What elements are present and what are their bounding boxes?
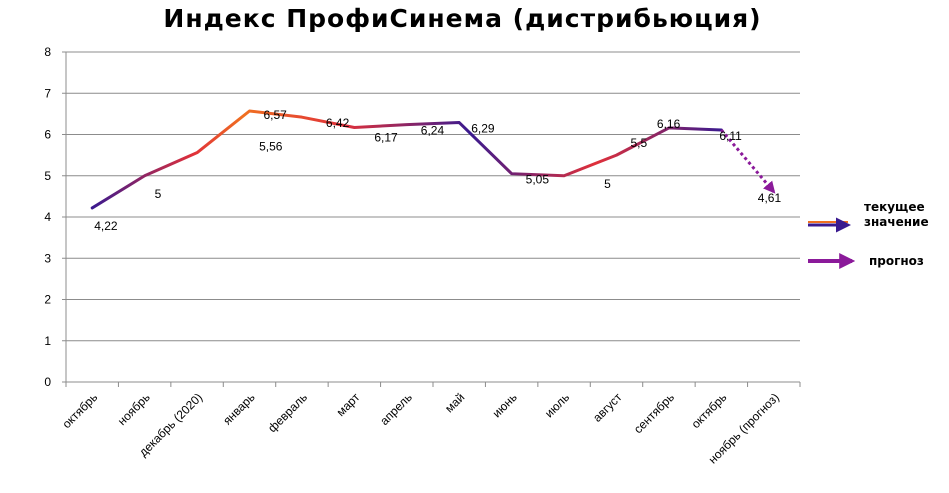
- data-label: 6,57: [264, 108, 288, 122]
- y-tick-label: 5: [44, 169, 51, 183]
- y-tick-label: 3: [44, 251, 51, 265]
- x-tick-label: октябрь: [689, 390, 730, 431]
- data-label: 4,22: [94, 219, 118, 233]
- x-tick-label: сентябрь: [631, 390, 677, 436]
- series-line-forecast: [720, 128, 776, 194]
- x-tick-label: март: [334, 390, 363, 419]
- x-tick-label: август: [590, 390, 625, 425]
- x-tick-label: апрель: [377, 390, 415, 428]
- x-tick-label: октябрь: [59, 390, 100, 431]
- x-tick-label: ноябрь: [115, 390, 153, 428]
- data-label: 5: [604, 177, 611, 191]
- x-tick-label: январь: [220, 390, 257, 427]
- y-tick-label: 2: [44, 293, 51, 307]
- x-tick-label: июль: [542, 390, 572, 420]
- series-line-current: [90, 109, 723, 210]
- legend-label-forecast: прогноз: [869, 254, 924, 268]
- y-tick-label: 0: [44, 375, 51, 389]
- x-tick-label: февраль: [265, 390, 310, 435]
- legend-label-current: текущее значение: [864, 200, 929, 229]
- y-tick-label: 7: [44, 86, 51, 100]
- data-label: 6,16: [657, 117, 681, 131]
- data-label: 5: [155, 187, 162, 201]
- y-tick-label: 8: [44, 45, 51, 59]
- y-tick-label: 1: [44, 334, 51, 348]
- data-label: 6,11: [719, 129, 742, 143]
- data-label: 4,61: [758, 191, 782, 205]
- data-label: 5,05: [526, 173, 550, 187]
- x-tick-label: май: [442, 390, 467, 415]
- y-tick-label: 6: [44, 128, 51, 142]
- data-label: 6,24: [421, 124, 445, 138]
- chart-title: Индекс ПрофиСинема (дистрибьюция): [163, 4, 762, 33]
- x-tick-label: июнь: [490, 390, 520, 420]
- data-label: 5,56: [259, 140, 283, 154]
- data-label: 5,5: [631, 136, 648, 150]
- data-label: 6,29: [471, 122, 495, 136]
- data-label: 6,17: [374, 130, 398, 144]
- data-label: 6,42: [326, 116, 350, 130]
- y-tick-label: 4: [44, 210, 51, 224]
